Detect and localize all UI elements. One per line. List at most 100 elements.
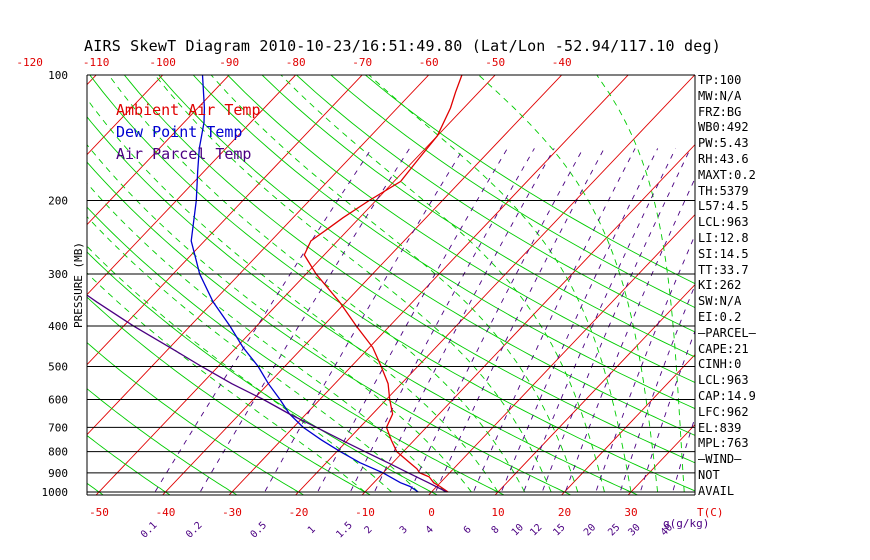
moist-adiabat-line bbox=[596, 75, 685, 493]
mixing-ratio-tick-label: 10 bbox=[510, 522, 526, 538]
dry-adiabat-line bbox=[158, 75, 695, 436]
stat-cape: CAPE:21 bbox=[698, 341, 749, 356]
bottom-temp-tick-label: 20 bbox=[558, 506, 571, 519]
stat-l57: L57:4.5 bbox=[698, 199, 749, 214]
stat-mw: MW:N/A bbox=[698, 88, 742, 103]
legend-dew-point-temp: Dew Point Temp bbox=[116, 123, 243, 141]
moist-adiabat-line bbox=[478, 75, 659, 493]
isotherm-line bbox=[756, 56, 870, 501]
pressure-tick-label: 100 bbox=[48, 69, 68, 82]
mixing-ratio-line bbox=[407, 148, 584, 495]
dry-adiabat-line bbox=[87, 296, 372, 495]
stat-el: EL:839 bbox=[698, 420, 742, 435]
stat-rh: RH:43.6 bbox=[698, 151, 749, 166]
dry-adiabat-line bbox=[295, 75, 695, 333]
mixing-ratio-line bbox=[471, 148, 636, 495]
mixing-ratio-tick-label: 1.5 bbox=[334, 520, 355, 541]
stat-sw: SW:N/A bbox=[698, 294, 742, 309]
stat-wb0: WB0:492 bbox=[698, 120, 749, 135]
stat-th: TH:5379 bbox=[698, 183, 749, 198]
dry-adiabat-line bbox=[87, 388, 238, 495]
mixing-ratio-tick-label: 8 bbox=[490, 524, 502, 536]
top-temp-tick-label: -100 bbox=[149, 56, 176, 69]
stat-tp: TP:100 bbox=[698, 73, 742, 87]
top-temp-tick-label: -80 bbox=[286, 56, 306, 69]
dry-adiabat-line bbox=[89, 75, 695, 492]
wind-section-header: —WIND— bbox=[698, 452, 742, 467]
stat-si: SI:14.5 bbox=[698, 246, 749, 261]
legend-ambient-air-temp: Ambient Air Temp bbox=[116, 101, 261, 119]
mixing-ratio-tick-label: 12 bbox=[528, 522, 544, 538]
dry-adiabat-line bbox=[87, 206, 506, 495]
isotherm-line bbox=[87, 75, 430, 436]
bottom-temp-tick-label: -10 bbox=[355, 506, 375, 519]
mixing-ratio-tick-label: 6 bbox=[462, 524, 474, 536]
dry-adiabat-line bbox=[123, 75, 695, 464]
top-temp-tick-label: -120 bbox=[16, 56, 43, 69]
moist-adiabat-line bbox=[280, 75, 605, 493]
moist-adiabat-line bbox=[154, 75, 552, 493]
isotherm-line bbox=[95, 75, 496, 495]
moist-adiabat-line bbox=[368, 75, 632, 493]
mixing-ratio-tick-label: 0.5 bbox=[249, 520, 270, 541]
isotherm-line bbox=[822, 56, 870, 501]
moist-adiabat-line bbox=[210, 75, 579, 493]
pressure-tick-label: 700 bbox=[48, 421, 68, 434]
dry-adiabat-line bbox=[192, 75, 695, 410]
isotherm-line bbox=[494, 283, 695, 495]
ambient-air-temp-line bbox=[303, 75, 463, 493]
isotherm-line bbox=[294, 75, 695, 495]
bottom-temp-tick-label: 30 bbox=[624, 506, 637, 519]
isotherm-line bbox=[87, 75, 297, 296]
moist-adiabat-line bbox=[87, 272, 366, 493]
mixing-ratio-line bbox=[315, 148, 508, 495]
mixing-ratio-tick-label: 4 bbox=[424, 524, 436, 536]
bottom-temp-tick-label: 10 bbox=[491, 506, 504, 519]
dry-adiabat-line bbox=[226, 75, 695, 384]
mixing-ratio-tick-label: 2 bbox=[363, 524, 375, 536]
pressure-tick-label: 1000 bbox=[42, 486, 69, 499]
air-parcel-temp-line bbox=[87, 294, 448, 493]
dry-adiabat-line bbox=[87, 161, 572, 495]
bottom-temp-tick-label: -40 bbox=[156, 506, 176, 519]
top-temp-tick-label: -110 bbox=[83, 56, 110, 69]
isotherm-line bbox=[427, 213, 695, 495]
dry-adiabat-line bbox=[87, 342, 305, 495]
mixing-ratio-tick-label: 1 bbox=[306, 524, 318, 536]
isotherm-line bbox=[87, 75, 164, 156]
parcel-section-header: —PARCEL— bbox=[698, 325, 756, 340]
pressure-tick-label: 200 bbox=[48, 195, 68, 208]
isotherm-line bbox=[361, 143, 695, 495]
bottom-temp-tick-label: -30 bbox=[222, 506, 242, 519]
mixing-ratio-tick-label: 15 bbox=[551, 522, 567, 538]
moist-adiabat-line bbox=[87, 216, 419, 493]
isotherm-line bbox=[87, 75, 363, 366]
mixing-ratio-line bbox=[348, 148, 535, 495]
pressure-tick-label: 500 bbox=[48, 360, 68, 373]
stat-tt: TT:33.7 bbox=[698, 262, 749, 277]
dry-adiabat-line bbox=[87, 116, 639, 495]
wind-avail-text: AVAIL bbox=[698, 483, 735, 498]
pressure-tick-label: 600 bbox=[48, 393, 68, 406]
chart-title: AIRS SkewT Diagram 2010-10-23/16:51:49.8… bbox=[84, 37, 721, 55]
pressure-tick-label: 900 bbox=[48, 467, 68, 480]
moist-adiabat-line bbox=[87, 245, 392, 493]
mixing-ratio-unit-label: g(g/kg) bbox=[663, 517, 709, 530]
dry-adiabat-line bbox=[330, 75, 695, 309]
bottom-temp-tick-label: 0 bbox=[428, 506, 435, 519]
isotherm-line bbox=[228, 75, 629, 495]
top-temp-tick-label: -40 bbox=[552, 56, 572, 69]
mixing-ratio-tick-label: 3 bbox=[398, 524, 410, 536]
dry-adiabat-line bbox=[364, 75, 695, 285]
top-temp-tick-label: -50 bbox=[485, 56, 505, 69]
mixing-ratio-tick-label: 0.2 bbox=[184, 520, 205, 541]
mixing-ratio-tick-label: 0.1 bbox=[139, 520, 160, 541]
moist-adiabat-line bbox=[87, 144, 472, 493]
moist-adiabat-line bbox=[87, 98, 499, 493]
y-axis-label: PRESSURE (MB) bbox=[72, 242, 85, 328]
mixing-ratio-line bbox=[563, 177, 695, 495]
stat-frz: FRZ:BG bbox=[698, 104, 742, 119]
x-axis-unit-label: T(C) bbox=[697, 506, 724, 519]
bottom-temp-tick-label: -50 bbox=[89, 506, 109, 519]
